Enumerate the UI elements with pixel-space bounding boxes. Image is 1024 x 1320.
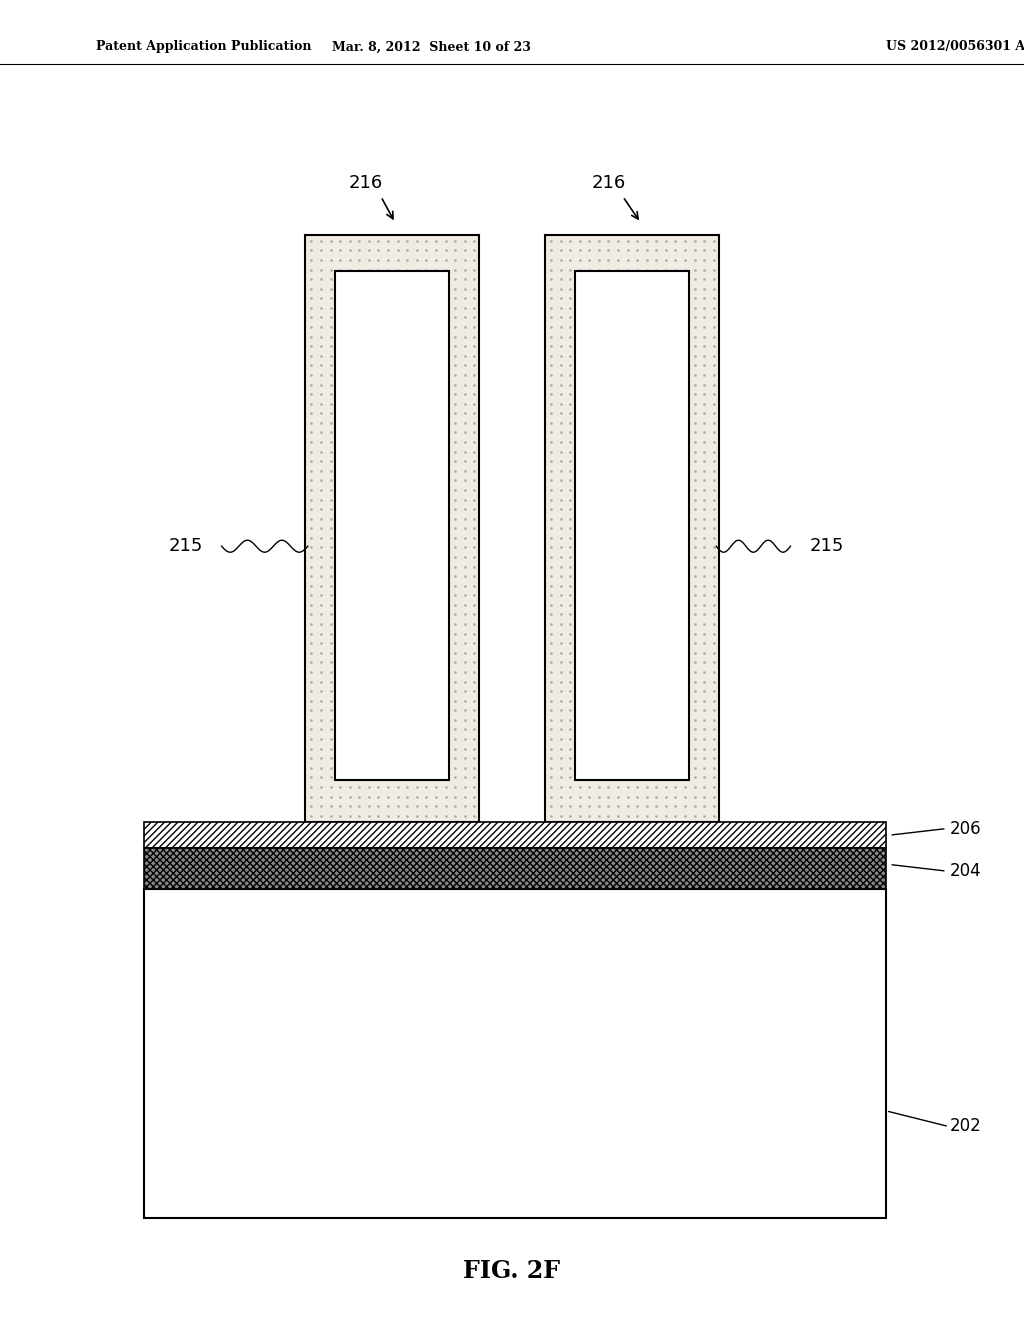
Text: Patent Application Publication: Patent Application Publication xyxy=(96,41,311,53)
Bar xyxy=(143,847,886,888)
Text: 215: 215 xyxy=(809,537,844,556)
Text: US 2012/0056301 A1: US 2012/0056301 A1 xyxy=(886,41,1024,53)
Text: 216: 216 xyxy=(348,174,382,193)
Bar xyxy=(143,888,886,1218)
Text: FIG. 2F: FIG. 2F xyxy=(464,1259,560,1283)
Bar xyxy=(305,235,479,821)
Bar xyxy=(335,271,450,780)
Text: 216: 216 xyxy=(591,174,626,193)
Text: 206: 206 xyxy=(949,820,981,838)
Bar xyxy=(143,821,886,847)
Bar xyxy=(574,271,689,780)
Bar xyxy=(545,235,719,821)
Text: 204: 204 xyxy=(949,862,981,880)
Text: 202: 202 xyxy=(949,1117,981,1135)
Text: 215: 215 xyxy=(169,537,203,556)
Text: Mar. 8, 2012  Sheet 10 of 23: Mar. 8, 2012 Sheet 10 of 23 xyxy=(332,41,530,53)
